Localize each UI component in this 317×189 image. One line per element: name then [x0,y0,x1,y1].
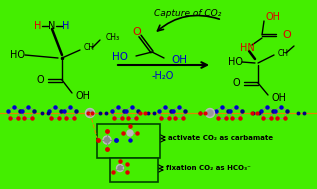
Text: activate CO₂ as carbamate: activate CO₂ as carbamate [168,135,273,141]
Circle shape [118,166,122,170]
Text: O: O [133,27,141,37]
Text: O: O [282,30,291,40]
Text: CH: CH [278,49,289,57]
Text: OH: OH [266,12,281,22]
Text: OH: OH [272,93,287,103]
Text: O: O [232,78,240,88]
Text: HO: HO [112,52,128,62]
Bar [110,158,158,182]
Text: OH: OH [171,55,187,65]
Text: CH: CH [84,43,95,53]
Text: H: H [62,21,70,31]
Text: -H₂O: -H₂O [152,71,174,81]
Circle shape [117,164,124,171]
Text: OH: OH [76,91,91,101]
Text: Capture of CO₂: Capture of CO₂ [154,9,222,19]
Text: H: H [34,21,42,31]
Text: N: N [48,21,56,31]
Circle shape [105,138,109,143]
Text: HN: HN [240,43,254,53]
Circle shape [103,136,111,144]
Text: O: O [36,75,44,85]
Bar [97,124,160,158]
Circle shape [205,108,215,118]
Circle shape [87,110,93,116]
Circle shape [127,130,133,136]
Text: HO: HO [10,50,25,60]
Circle shape [207,110,213,116]
Text: CH₃: CH₃ [106,33,120,43]
Circle shape [86,108,94,118]
Text: HO: HO [228,57,243,67]
Text: fixation CO₂ as HCO₃⁻: fixation CO₂ as HCO₃⁻ [166,165,251,171]
